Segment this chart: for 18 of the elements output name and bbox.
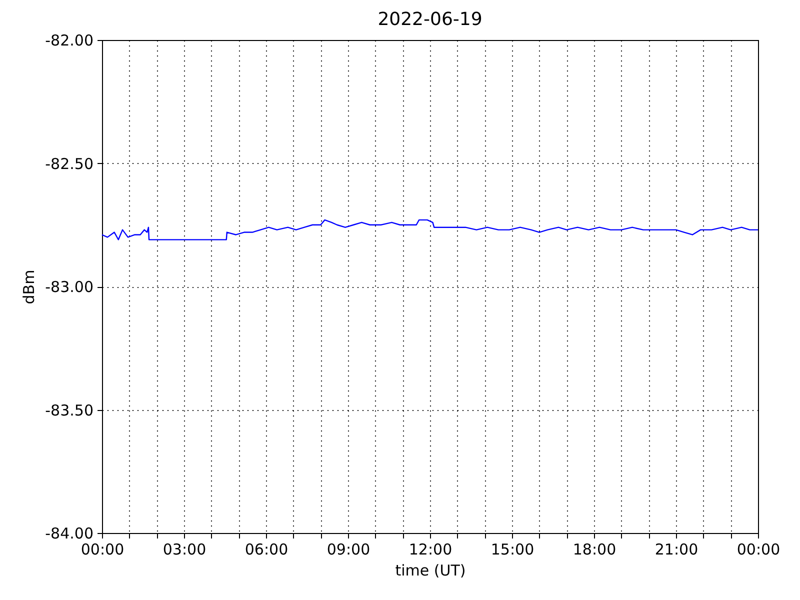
x-tick-label: 12:00 [408, 540, 452, 558]
y-tick-label: -82.50 [45, 154, 94, 173]
x-tick-label: 00:00 [80, 540, 124, 558]
y-tick-label: -83.50 [45, 401, 94, 420]
line-series [101, 219, 759, 240]
x-tick-label: 03:00 [162, 540, 206, 558]
x-tick-label: 00:00 [736, 540, 780, 558]
chart-title: 2022-06-19 [378, 9, 482, 30]
x-tick-label: 21:00 [654, 540, 698, 558]
y-tick-label: -83.00 [45, 278, 94, 296]
x-tick-label: 06:00 [244, 540, 288, 558]
x-tick-label: 18:00 [572, 540, 616, 558]
x-tick-label: 09:00 [326, 540, 370, 558]
y-tick-label: -84.00 [45, 524, 94, 542]
x-axis-title: time (UT) [395, 562, 466, 580]
y-tick-label: -82.00 [45, 32, 94, 50]
y-axis-title: dBm [20, 270, 38, 304]
x-tick-label: 15:00 [490, 540, 534, 558]
